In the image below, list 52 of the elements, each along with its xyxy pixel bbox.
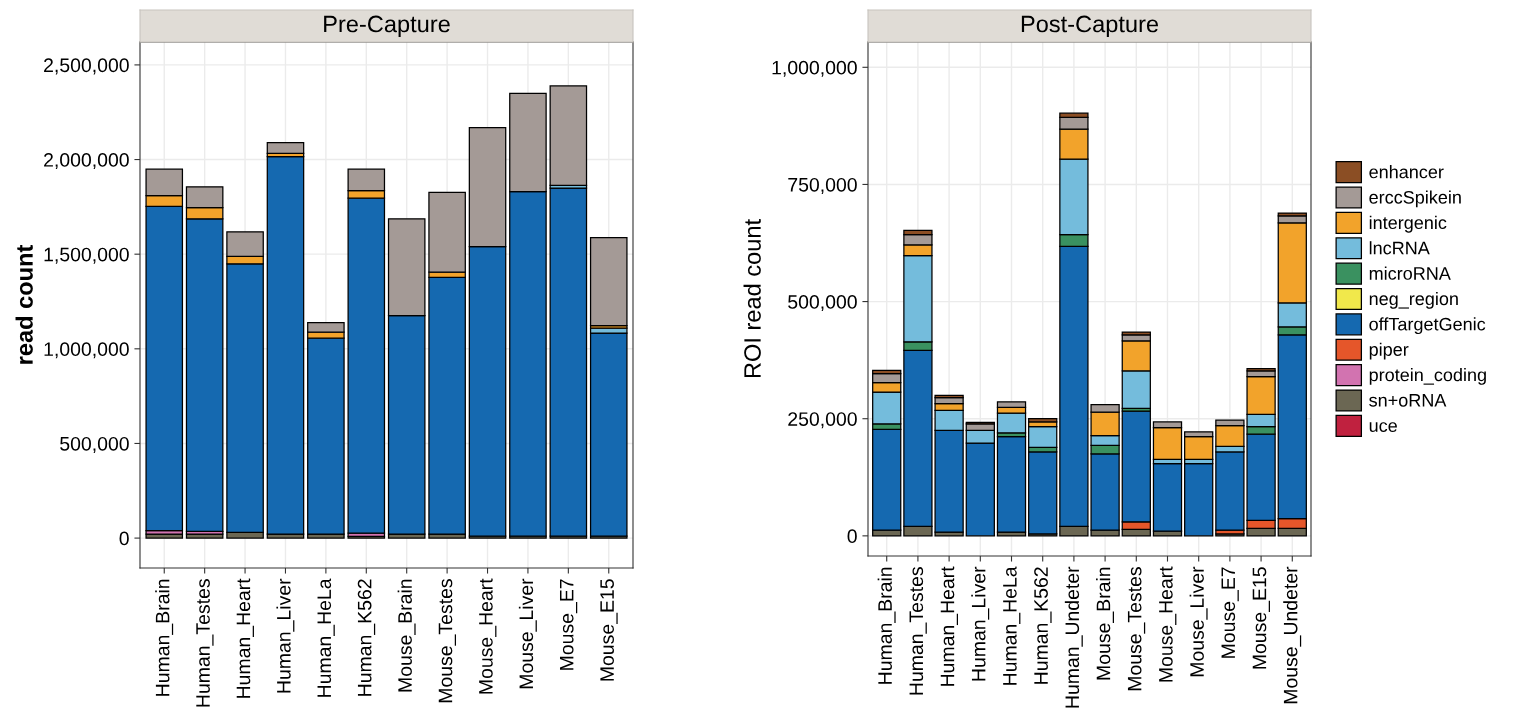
legend-label: lncRNA bbox=[1369, 241, 1430, 255]
y-tick-label: 500,000 bbox=[788, 295, 857, 312]
x-tick-label: Mouse_Undeter bbox=[1283, 566, 1302, 704]
chart-title: Pre-Capture bbox=[324, 15, 450, 38]
y-tick-label: 0 bbox=[119, 531, 129, 546]
x-tick-label: Human_HeLa bbox=[1003, 566, 1021, 685]
x-tick-label: Mouse_E7 bbox=[1221, 567, 1239, 658]
legend-label: piper bbox=[1369, 342, 1409, 360]
legend-label: sn+oRNA bbox=[1369, 394, 1447, 407]
legend-label: offTargetGenic bbox=[1369, 317, 1486, 335]
x-tick-label: Human_Brain bbox=[877, 567, 896, 684]
y-tick-label: 0 bbox=[847, 529, 857, 544]
x-tick-label: Mouse_E15 bbox=[1252, 567, 1270, 669]
x-tick-label: Mouse_Heart bbox=[1159, 566, 1177, 682]
x-tick-label: Human_Heart bbox=[236, 578, 254, 698]
x-tick-label: Human_K562 bbox=[1034, 567, 1052, 684]
y-tick-label: 750,000 bbox=[788, 177, 857, 194]
y-tick-label: 500,000 bbox=[60, 436, 129, 453]
x-tick-label: Human_Liver bbox=[276, 578, 295, 693]
x-tick-label: Human_K562 bbox=[357, 579, 376, 696]
x-tick-label: Mouse_Testes bbox=[1127, 567, 1146, 691]
y-tick-label: 1,000,000 bbox=[772, 60, 857, 77]
x-tick-label: Mouse_E15 bbox=[600, 579, 618, 681]
x-tick-label: Mouse_Brain bbox=[1096, 567, 1114, 680]
x-tick-label: Human_Undeter bbox=[1064, 566, 1083, 708]
legend-label: protein_coding bbox=[1369, 368, 1486, 385]
x-tick-label: Human_Brain bbox=[155, 579, 174, 696]
x-tick-label: Mouse_Liver bbox=[1189, 566, 1208, 677]
legend-label: uce bbox=[1369, 422, 1397, 433]
legend-label: microRNA bbox=[1369, 266, 1451, 280]
legend-label: neg_region bbox=[1369, 291, 1458, 309]
y-tick-label: 2,000,000 bbox=[44, 153, 129, 170]
x-tick-label: Human_HeLa bbox=[317, 578, 335, 697]
x-tick-label: Mouse_Testes bbox=[438, 579, 457, 703]
y-tick-label: 1,000,000 bbox=[44, 342, 129, 359]
legend-label: enhancer bbox=[1369, 165, 1444, 179]
chart-title: Post-Capture bbox=[1021, 15, 1159, 38]
x-tick-label: Human_Testes bbox=[196, 579, 214, 707]
x-tick-label: Human_Liver bbox=[971, 566, 990, 681]
y-tick-label: 250,000 bbox=[788, 412, 857, 429]
x-tick-label: Human_Heart bbox=[940, 566, 959, 686]
x-tick-label: Mouse_Heart bbox=[479, 578, 497, 694]
x-tick-label: Human_Testes bbox=[909, 567, 927, 695]
x-tick-label: Mouse_Brain bbox=[397, 579, 416, 692]
y-tick-label: 1,500,000 bbox=[44, 247, 129, 264]
legend-label: intergenic bbox=[1369, 215, 1447, 233]
y-tick-label: 2,500,000 bbox=[44, 58, 129, 75]
x-tick-label: Mouse_E7 bbox=[560, 579, 578, 670]
legend-label: erccSpikein bbox=[1369, 190, 1461, 208]
y-axis-title: ROI read count bbox=[743, 219, 761, 378]
x-tick-label: Mouse_Liver bbox=[518, 578, 537, 689]
y-axis-title: read count bbox=[15, 244, 33, 364]
